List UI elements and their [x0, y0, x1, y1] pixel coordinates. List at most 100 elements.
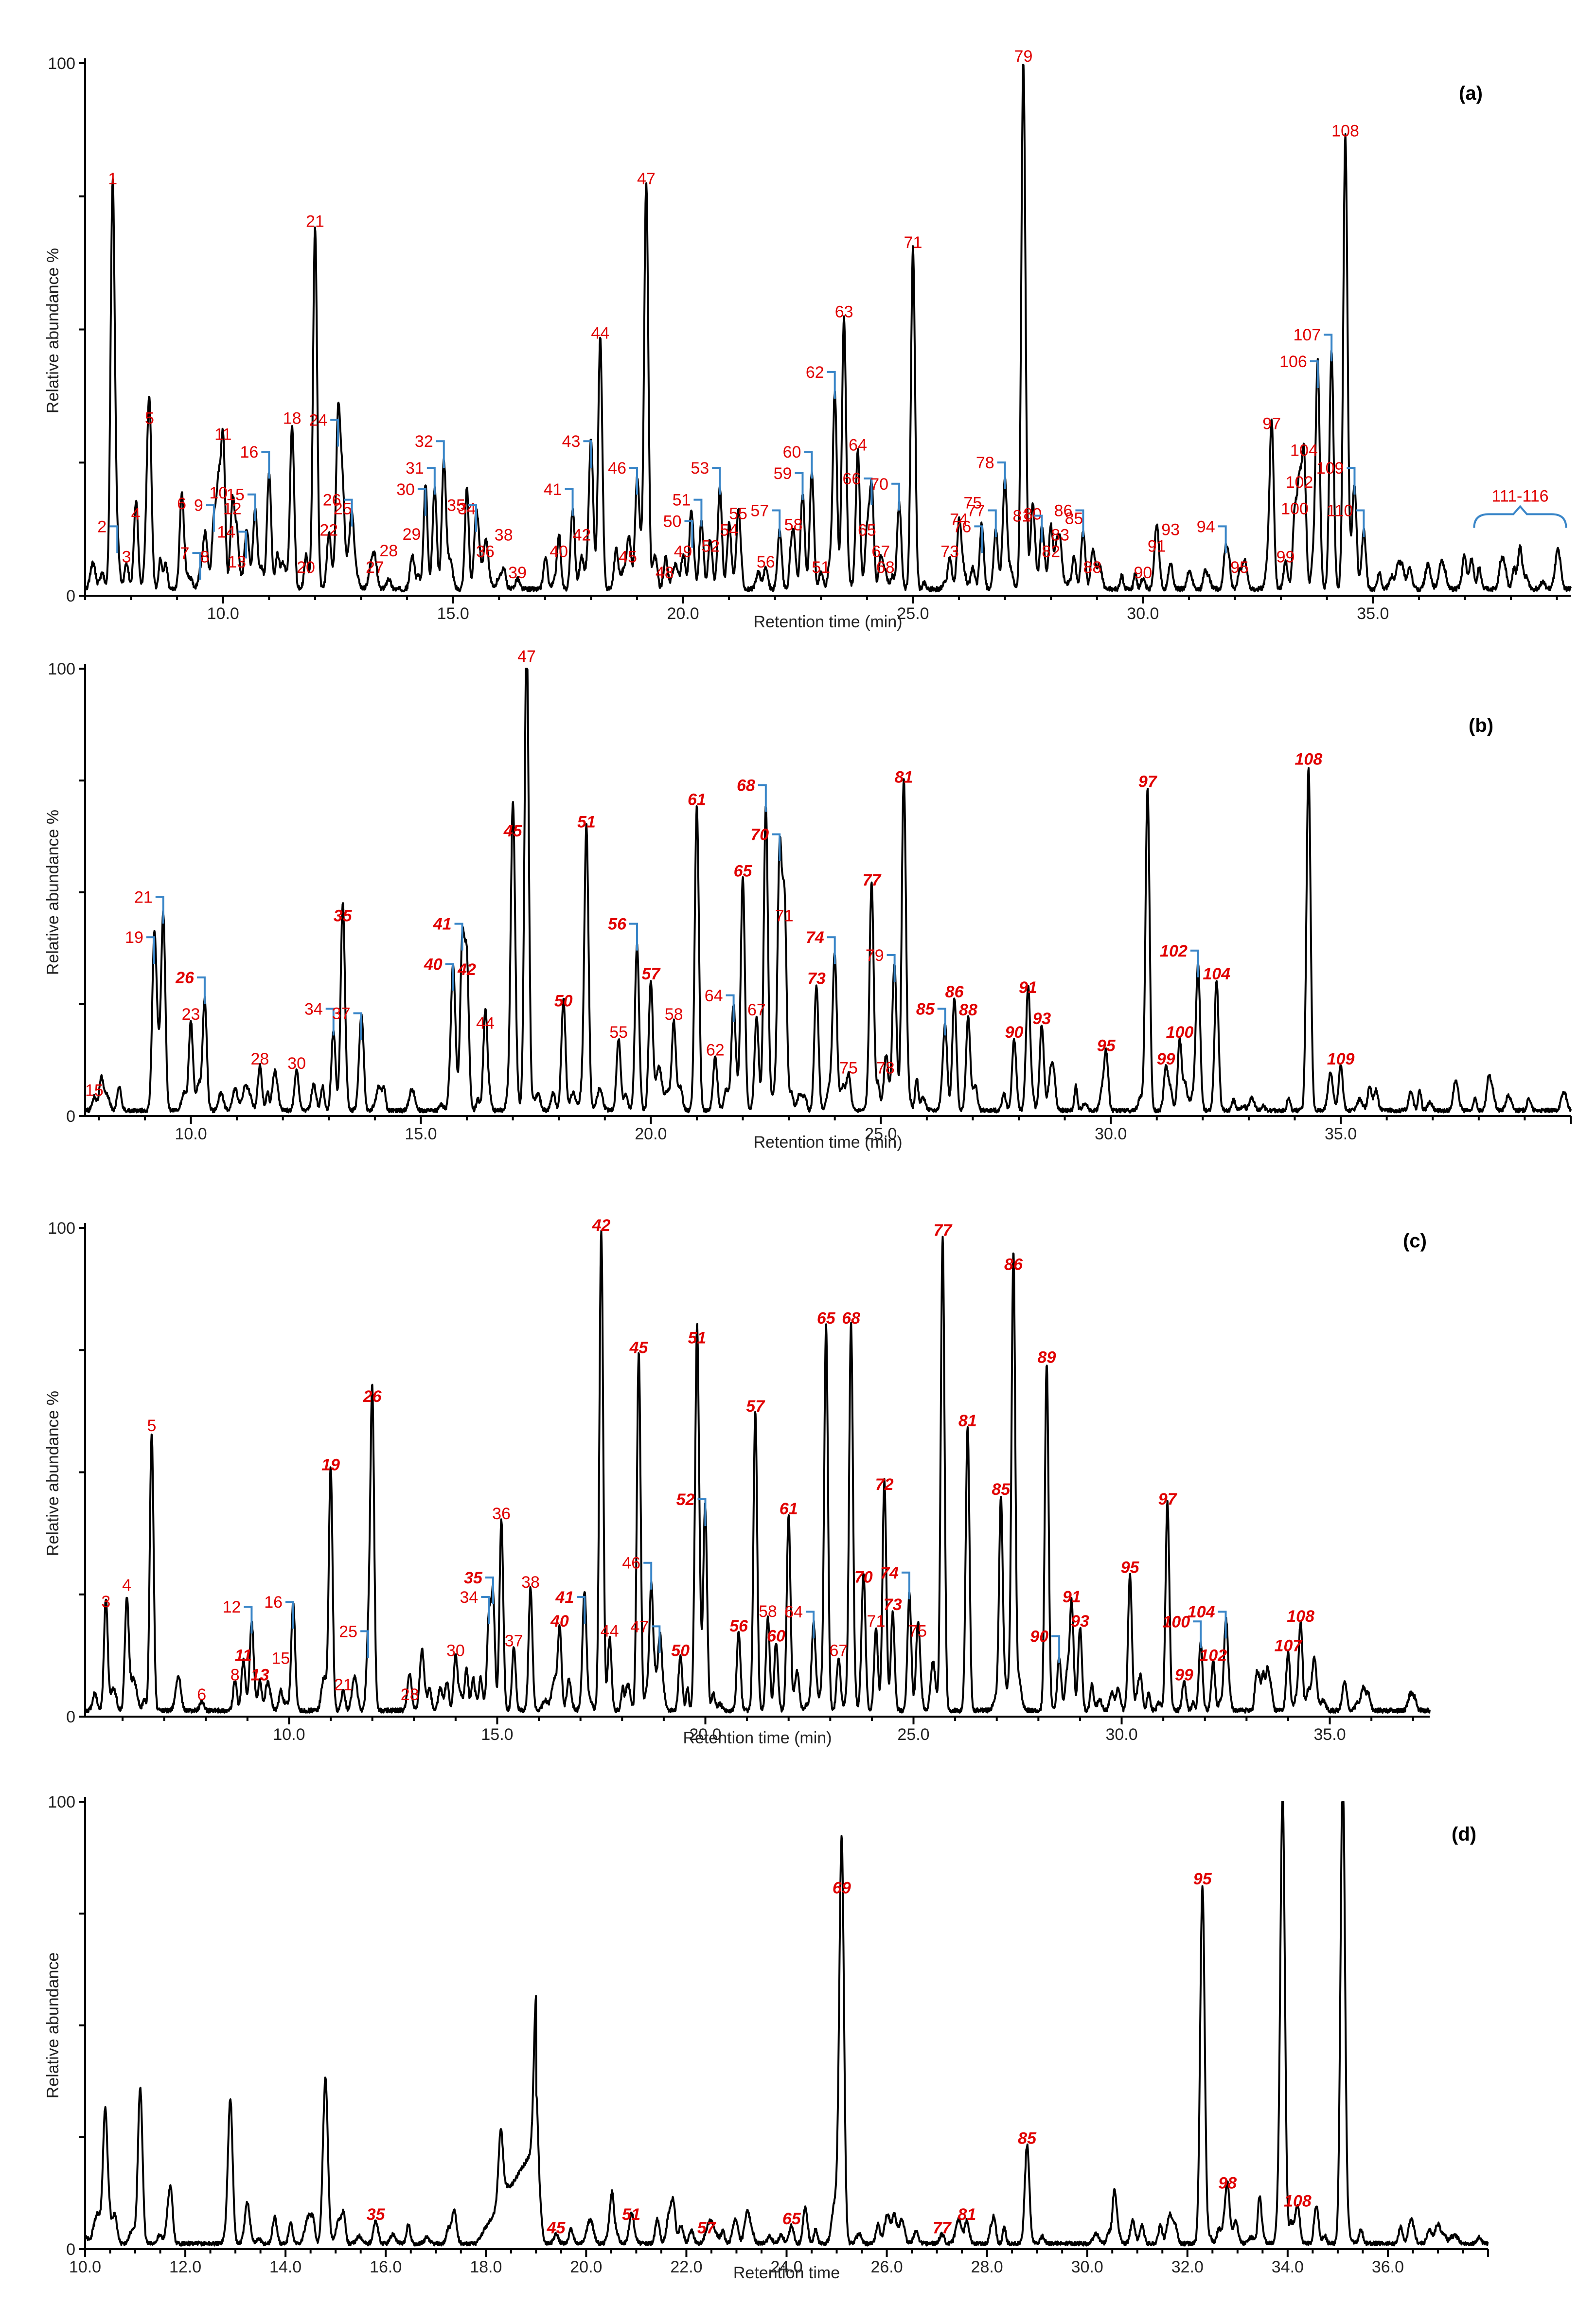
peak-label: 21 — [334, 1676, 353, 1694]
panel-2-y-tick-label: 0 — [66, 1107, 75, 1126]
peak-label: 16 — [264, 1593, 283, 1612]
panel-4-trace — [84, 1801, 1489, 2247]
peak-label: 7 — [180, 544, 190, 563]
peak-label: 47 — [637, 170, 656, 188]
peak-marker-line — [1218, 1611, 1227, 1639]
peak-marker-line — [806, 1611, 815, 1639]
peak-label: 97 — [1138, 773, 1158, 791]
peak-label: 69 — [833, 1879, 851, 1897]
peak-marker-line — [901, 1571, 910, 1599]
peak-label: 51 — [673, 491, 691, 510]
peak-label: 51 — [688, 1329, 706, 1347]
panel-4-label: (d) — [1452, 1824, 1476, 1845]
peak-marker-line — [247, 493, 256, 521]
peak-label: 102 — [1199, 1647, 1227, 1665]
peak-label: 111-116 — [1491, 487, 1548, 505]
peak-label: 64 — [849, 436, 867, 454]
peak-label: 93 — [1161, 520, 1180, 539]
peak-label: 48 — [656, 564, 674, 582]
peak-label: 47 — [631, 1617, 649, 1636]
peak-marker-line — [485, 1576, 494, 1604]
peak-label: 32 — [415, 432, 433, 451]
peak-label: 45 — [547, 2219, 566, 2237]
peak-marker-line — [1218, 525, 1227, 553]
peak-label: 85 — [1018, 2129, 1037, 2148]
peak-label: 45 — [503, 822, 523, 840]
peak-label: 35 — [464, 1569, 483, 1587]
peak-label: 109 — [1316, 459, 1344, 478]
peak-marker-line — [887, 954, 896, 982]
peak-label: 57 — [750, 502, 769, 520]
panel-1-x-tick-label: 25.0 — [897, 604, 929, 623]
peak-label: 67 — [871, 542, 890, 561]
peak-marker-line — [652, 1625, 661, 1653]
peak-label: 104 — [1188, 1603, 1215, 1621]
peak-label: 97 — [1158, 1490, 1178, 1508]
peak-marker-line — [795, 472, 804, 500]
peak-label: 108 — [1295, 750, 1323, 769]
peak-marker-line — [643, 1561, 653, 1590]
panel-4-x-tick-label: 26.0 — [870, 2258, 903, 2276]
peak-label: 3 — [101, 1593, 110, 1611]
peak-label: 74 — [880, 1564, 899, 1582]
peak-marker-line — [758, 784, 767, 812]
peak-label: 108 — [1284, 2192, 1312, 2210]
peak-label: 25 — [334, 500, 352, 518]
panel-4-y-tick-label: 100 — [48, 1793, 75, 1811]
peak-label: 100 — [1162, 1613, 1190, 1631]
peak-label: 53 — [691, 459, 709, 478]
peak-marker-line — [1034, 514, 1043, 543]
peak-marker-line — [684, 520, 693, 548]
peak-label: 50 — [554, 992, 573, 1010]
peak-marker-line — [577, 1596, 586, 1624]
peak-label: 81 — [895, 768, 913, 786]
peak-label: 100 — [1281, 500, 1309, 518]
panel-4-x-tick-label: 20.0 — [570, 2258, 602, 2276]
peak-marker-line — [1051, 1635, 1061, 1663]
panel-1-x-tick-label: 35.0 — [1357, 604, 1389, 623]
peak-label: 90 — [1134, 564, 1152, 582]
peak-label: 60 — [767, 1627, 785, 1645]
peak-label: 61 — [780, 1500, 798, 1518]
peak-label: 90 — [1005, 1023, 1024, 1042]
panel-2-y-axis-label: Relative abundance % — [44, 810, 62, 975]
peak-label: 73 — [807, 969, 826, 988]
peak-label: 75 — [908, 1622, 927, 1640]
panel-4-y-axis-label: Relative abundance — [44, 1952, 62, 2099]
peak-marker-line — [109, 525, 119, 553]
peak-label: 81 — [958, 2205, 976, 2224]
peak-label: 64 — [705, 987, 723, 1005]
peak-label: 71 — [867, 1612, 886, 1631]
peak-label: 76 — [953, 517, 972, 536]
panel-3-y-tick-label: 100 — [48, 1219, 75, 1238]
peak-label: 36 — [492, 1505, 511, 1523]
panel-4-x-tick-label: 16.0 — [370, 2258, 402, 2276]
peak-label: 57 — [697, 2219, 717, 2237]
peak-label: 71 — [904, 233, 922, 252]
peak-marker-line — [772, 509, 781, 537]
panel-2-x-tick-label: 35.0 — [1325, 1125, 1357, 1143]
peak-label: 102 — [1286, 473, 1313, 492]
panel-4-x-tick-label: 36.0 — [1372, 2258, 1404, 2276]
panel-4-x-tick-label: 24.0 — [770, 2258, 802, 2276]
peak-label: 41 — [555, 1588, 574, 1607]
panel-3-x-tick-label: 10.0 — [273, 1725, 305, 1744]
peak-marker-line — [146, 936, 155, 964]
peak-label: 30 — [446, 1641, 465, 1660]
peak-label: 43 — [562, 432, 581, 451]
peak-label: 26 — [363, 1387, 382, 1406]
peak-label: 78 — [876, 1059, 895, 1077]
panel-4-x-tick-label: 14.0 — [269, 2258, 301, 2276]
peak-label: 65 — [782, 2210, 801, 2228]
peak-label: 102 — [1160, 942, 1188, 960]
peak-label: 99 — [1277, 548, 1295, 566]
panel-3-label: (c) — [1403, 1230, 1427, 1252]
peak-label: 21 — [306, 212, 324, 231]
peak-label: 62 — [706, 1041, 725, 1060]
peak-label: 35 — [367, 2205, 386, 2224]
peak-label: 6 — [177, 495, 186, 513]
peak-label: 65 — [817, 1309, 836, 1328]
peak-marker-line — [629, 466, 638, 495]
peak-label: 57 — [641, 965, 661, 983]
peak-label: 95 — [1193, 1870, 1212, 1888]
